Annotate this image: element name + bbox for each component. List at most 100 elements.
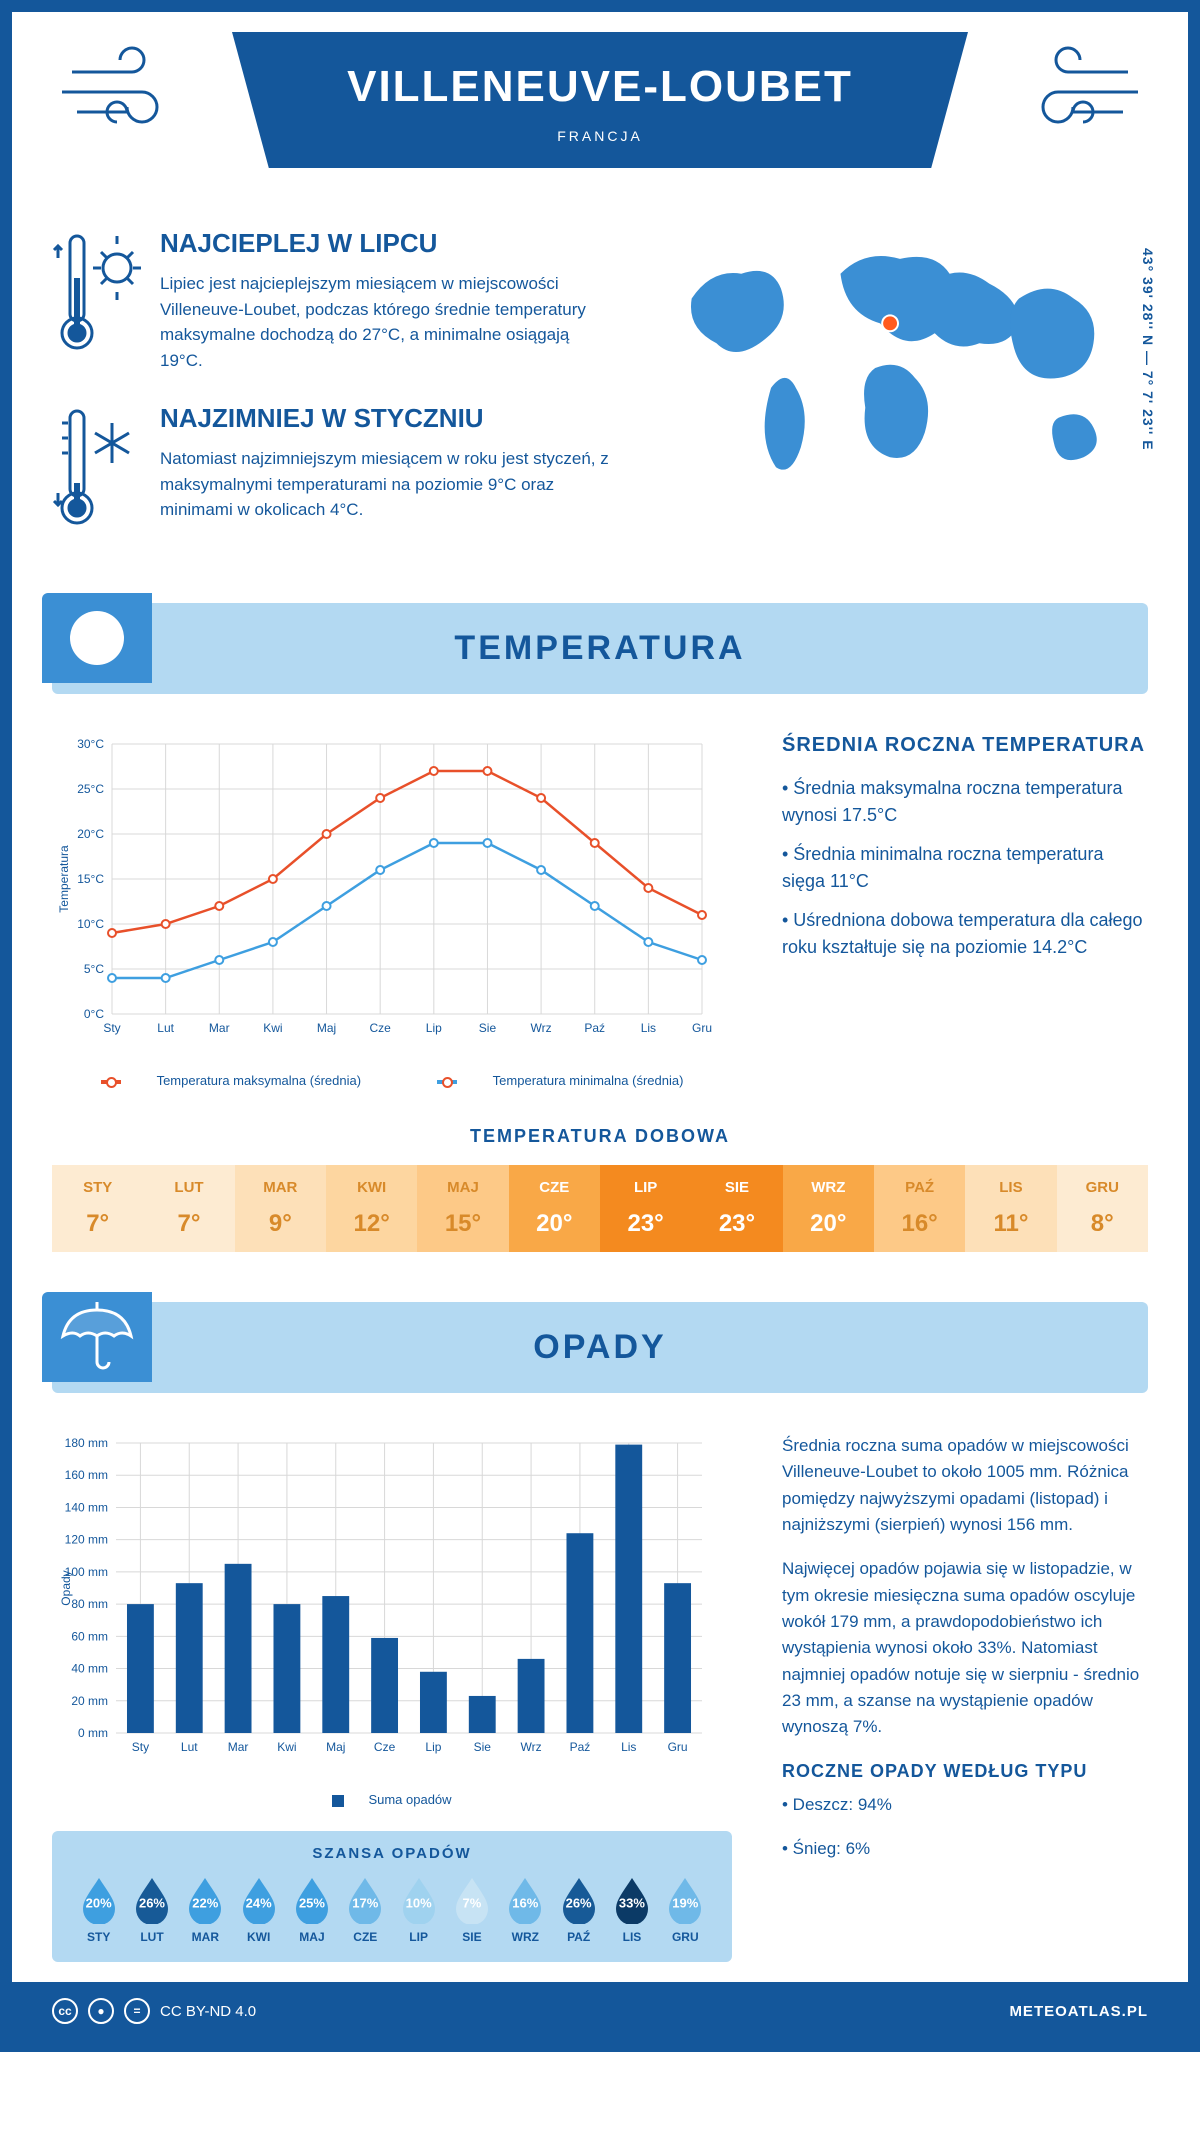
chance-month: WRZ [499,1930,552,1944]
svg-text:Sie: Sie [479,1021,497,1035]
svg-text:0 mm: 0 mm [78,1726,108,1740]
rain-drop-icon: 25% [291,1874,333,1924]
daily-month: LIP [600,1179,691,1196]
daily-month: LUT [143,1179,234,1196]
daily-cell: SIE23° [691,1165,782,1252]
nd-icon: = [124,1998,150,2024]
temperature-body: 0°C5°C10°C15°C20°C25°C30°CStyLutMarKwiMa… [12,694,1188,1108]
chance-cell: 22%MAR [179,1874,232,1944]
precip-type-0: • Deszcz: 94% [782,1792,1148,1818]
temperature-line-chart: 0°C5°C10°C15°C20°C25°C30°CStyLutMarKwiMa… [52,734,712,1054]
chance-value: 26% [139,1896,165,1911]
sun-icon [42,593,152,683]
warmest-text: Lipiec jest najcieplejszym miesiącem w m… [160,271,612,373]
daily-month: WRZ [783,1179,874,1196]
coordinates: 43° 39' 28'' N — 7° 7' 23'' E [1140,248,1156,451]
coldest-text: Natomiast najzimniejszym miesiącem w rok… [160,446,612,523]
precipitation-bar-chart: 0 mm20 mm40 mm60 mm80 mm100 mm120 mm140 … [52,1433,712,1773]
temp-bullet-1: • Średnia minimalna roczna temperatura s… [782,841,1148,895]
chance-month: SIE [445,1930,498,1944]
svg-text:40 mm: 40 mm [71,1662,108,1676]
footer: cc ● = CC BY-ND 4.0 METEOATLAS.PL [12,1982,1188,2040]
svg-text:Gru: Gru [692,1021,712,1035]
svg-text:Maj: Maj [326,1740,345,1754]
svg-text:160 mm: 160 mm [65,1468,108,1482]
chance-cell: 20% STY [72,1874,125,1944]
daily-value: 23° [600,1210,691,1238]
precipitation-body: 0 mm20 mm40 mm60 mm80 mm100 mm120 mm140 … [12,1393,1188,1982]
daily-cell: PAŹ16° [874,1165,965,1252]
chance-value: 17% [352,1896,378,1911]
legend-max: Temperatura maksymalna (średnia) [157,1073,361,1088]
chance-month: MAJ [285,1930,338,1944]
svg-text:20°C: 20°C [77,827,104,841]
daily-value: 11° [965,1210,1056,1238]
svg-text:Kwi: Kwi [263,1021,282,1035]
svg-text:Maj: Maj [317,1021,336,1035]
svg-text:Lis: Lis [641,1021,656,1035]
svg-text:Lis: Lis [621,1740,636,1754]
daily-cell: GRU8° [1057,1165,1148,1252]
chance-title: SZANSA OPADÓW [72,1845,712,1862]
chance-value: 25% [299,1896,325,1911]
chance-value: 20% [86,1896,112,1911]
daily-cell: KWI12° [326,1165,417,1252]
daily-month: MAJ [417,1179,508,1196]
temperature-banner: TEMPERATURA [52,603,1148,694]
chance-cell: 24%KWI [232,1874,285,1944]
daily-month: LIS [965,1179,1056,1196]
rain-drop-icon: 16% [504,1874,546,1924]
svg-text:Sty: Sty [103,1021,120,1035]
precipitation-banner-label: OPADY [533,1328,666,1366]
chance-cell: 16% WRZ [499,1874,552,1944]
wind-icon-left [52,42,192,142]
svg-text:15°C: 15°C [77,872,104,886]
cc-icon: cc [52,1998,78,2024]
svg-text:Kwi: Kwi [277,1740,296,1754]
rain-drop-icon: 10% [398,1874,440,1924]
daily-value: 7° [143,1210,234,1238]
chance-row: 20%STY26%LUT22%MAR24%KWI25%MAJ17%CZE10%L… [72,1874,712,1944]
svg-text:Lip: Lip [425,1740,441,1754]
rain-drop-icon: 22% [184,1874,226,1924]
daily-cell: LUT 7° [143,1165,234,1252]
svg-text:Mar: Mar [209,1021,230,1035]
chance-value: 24% [246,1896,272,1911]
daily-month: CZE [509,1179,600,1196]
chance-month: STY [72,1930,125,1944]
svg-text:Sie: Sie [474,1740,492,1754]
svg-text:Sty: Sty [132,1740,149,1754]
precipitation-banner: OPADY [52,1302,1148,1393]
header: VILLENEUVE-LOUBET FRANCJA [12,12,1188,208]
daily-month: GRU [1057,1179,1148,1196]
svg-text:Paź: Paź [570,1740,591,1754]
svg-text:Wrz: Wrz [531,1021,552,1035]
svg-text:Cze: Cze [370,1021,392,1035]
temp-side-heading: ŚREDNIA ROCZNA TEMPERATURA [782,734,1148,757]
chance-cell: 25% MAJ [285,1874,338,1944]
chance-cell: 7%SIE [445,1874,498,1944]
chance-value: 16% [512,1896,538,1911]
precip-type-1: • Śnieg: 6% [782,1836,1148,1862]
temperature-chart: 0°C5°C10°C15°C20°C25°C30°CStyLutMarKwiMa… [52,734,732,1088]
warmest-heading: NAJCIEPLEJ W LIPCU [160,228,612,259]
rain-drop-icon: 17% [344,1874,386,1924]
temperature-banner-label: TEMPERATURA [454,629,745,667]
chance-month: CZE [339,1930,392,1944]
temperature-legend: .legend-swatch:nth-of-type(1)::after{bor… [52,1073,732,1088]
footer-site: METEOATLAS.PL [1009,2003,1148,2020]
svg-text:Temperatura: Temperatura [57,845,71,913]
daily-value: 15° [417,1210,508,1238]
rain-drop-icon: 24% [238,1874,280,1924]
daily-value: 20° [509,1210,600,1238]
coldest-block: NAJZIMNIEJ W STYCZNIU Natomiast najzimni… [52,403,612,533]
chance-value: 33% [619,1896,645,1911]
license-text: CC BY-ND 4.0 [160,2003,256,2020]
daily-month: KWI [326,1179,417,1196]
chance-value: 22% [192,1896,218,1911]
chance-month: LIS [605,1930,658,1944]
precipitation-side: Średnia roczna suma opadów w miejscowośc… [782,1433,1148,1962]
chance-cell: 19%GRU [659,1874,712,1944]
daily-heading: TEMPERATURA DOBOWA [12,1126,1188,1147]
page-subtitle: FRANCJA [272,128,928,144]
